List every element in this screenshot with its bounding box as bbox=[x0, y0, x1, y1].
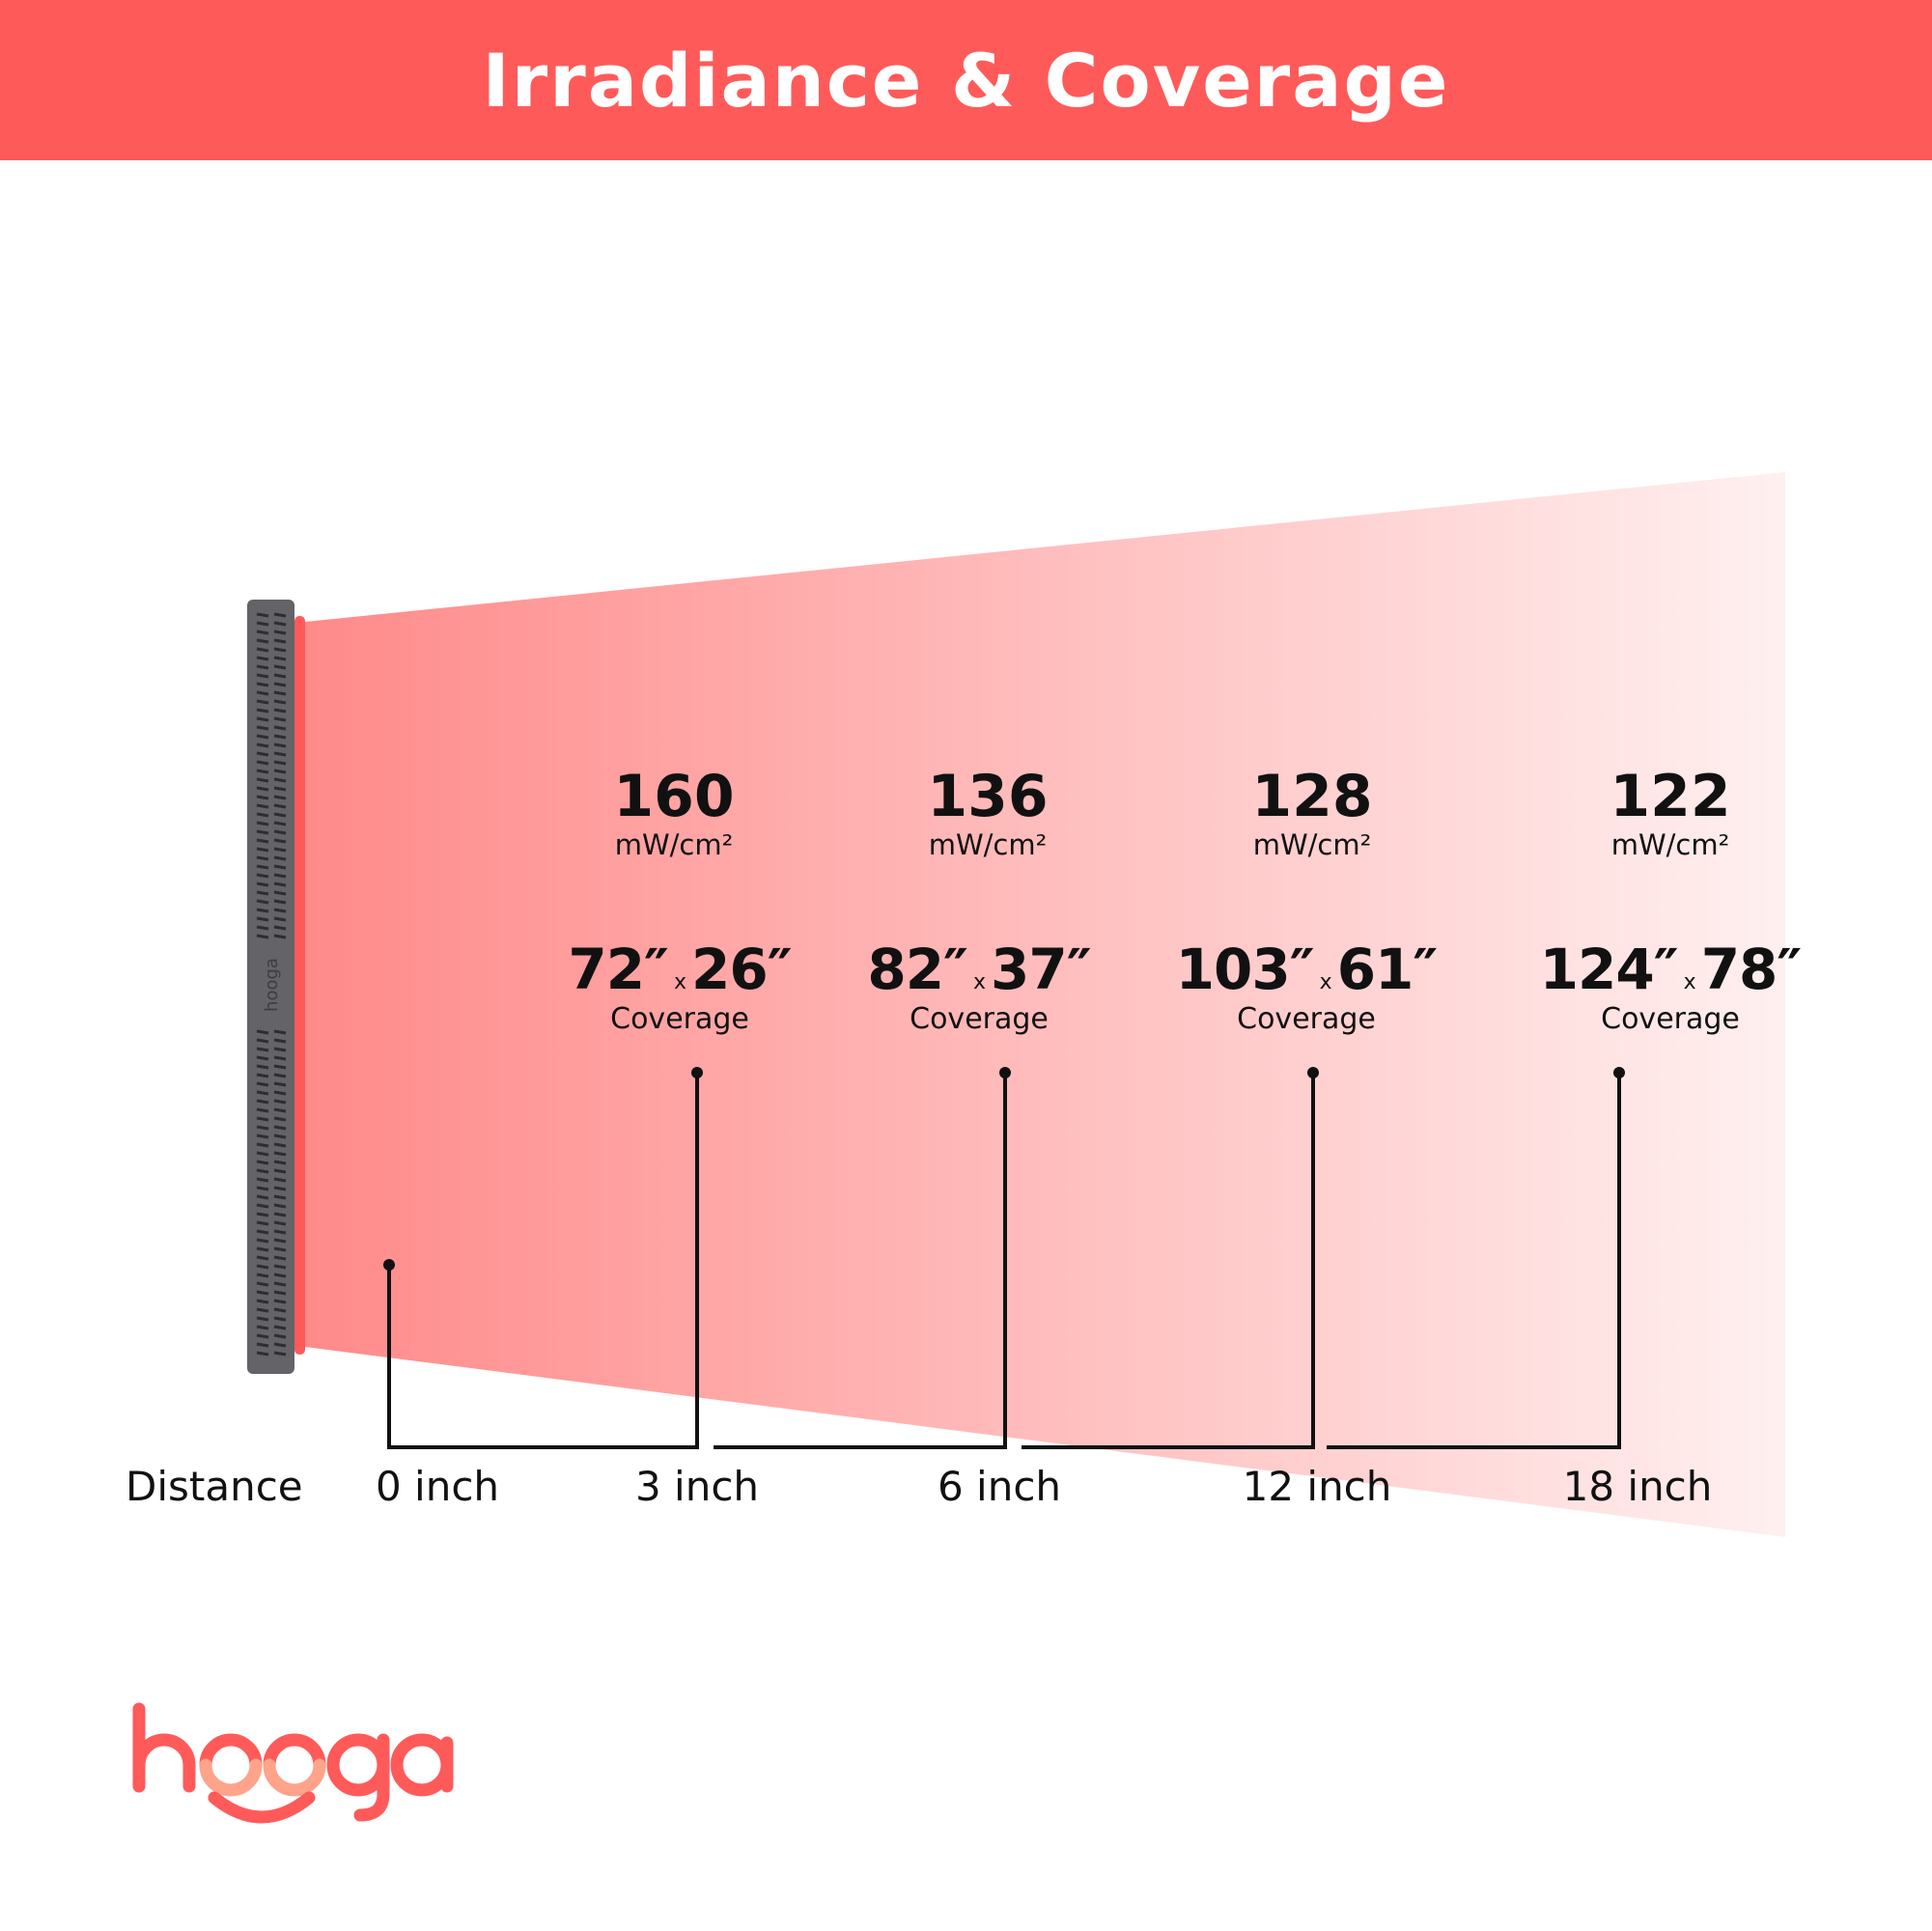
coverage-width: 124″ bbox=[1539, 937, 1679, 1002]
irradiance-value: 128 bbox=[1251, 763, 1373, 830]
coverage-dimensions: 124″ x 78″ bbox=[1539, 937, 1803, 1002]
distance-tick: 18 inch bbox=[1562, 1463, 1713, 1510]
times-sign: x bbox=[972, 970, 986, 994]
coverage-label: Coverage bbox=[1237, 1002, 1376, 1036]
irradiance-value: 136 bbox=[927, 763, 1049, 830]
coverage-width: 103″ bbox=[1175, 937, 1315, 1002]
coverage-height: 26″ bbox=[691, 937, 793, 1002]
irradiance-unit: mW/cm² bbox=[1252, 828, 1372, 861]
distance-tick: 12 inch bbox=[1242, 1463, 1392, 1510]
distance-tick: 6 inch bbox=[937, 1463, 1062, 1510]
brand-logo bbox=[132, 1702, 454, 1824]
device-logo: hooga bbox=[262, 958, 282, 1012]
irradiance-unit: mW/cm² bbox=[1610, 828, 1730, 861]
coverage-label: Coverage bbox=[610, 1002, 749, 1036]
irradiance-value: 160 bbox=[613, 763, 735, 830]
coverage-label: Coverage bbox=[1601, 1002, 1740, 1036]
light-beam bbox=[305, 472, 1785, 1537]
led-strip bbox=[294, 616, 305, 1355]
coverage-dimensions: 103″ x 61″ bbox=[1175, 937, 1439, 1002]
distance-tick: 0 inch bbox=[375, 1463, 500, 1510]
coverage-height: 61″ bbox=[1336, 937, 1439, 1002]
device-panel: hooga bbox=[247, 600, 305, 1374]
times-sign: x bbox=[1319, 970, 1332, 994]
distance-brackets bbox=[387, 1073, 1621, 1449]
coverage-width: 72″ bbox=[568, 937, 669, 1002]
header-banner: Irradiance & Coverage bbox=[0, 0, 1932, 160]
irradiance-unit: mW/cm² bbox=[614, 828, 734, 861]
coverage-dimensions: 72″ x 26″ bbox=[568, 937, 793, 1002]
irradiance-value: 122 bbox=[1610, 763, 1731, 830]
coverage-height: 37″ bbox=[991, 937, 1092, 1002]
coverage-label: Coverage bbox=[910, 1002, 1049, 1036]
distance-label: Distance bbox=[126, 1463, 303, 1510]
coverage-width: 82″ bbox=[867, 937, 968, 1002]
coverage-dimensions: 82″ x 37″ bbox=[867, 937, 1092, 1002]
times-sign: x bbox=[1683, 970, 1696, 994]
page-title: Irradiance & Coverage bbox=[482, 37, 1450, 124]
distance-tick: 3 inch bbox=[634, 1463, 760, 1510]
coverage-height: 78″ bbox=[1700, 937, 1803, 1002]
marker-dots bbox=[383, 1067, 1625, 1271]
irradiance-unit: mW/cm² bbox=[928, 828, 1048, 861]
times-sign: x bbox=[673, 970, 686, 994]
